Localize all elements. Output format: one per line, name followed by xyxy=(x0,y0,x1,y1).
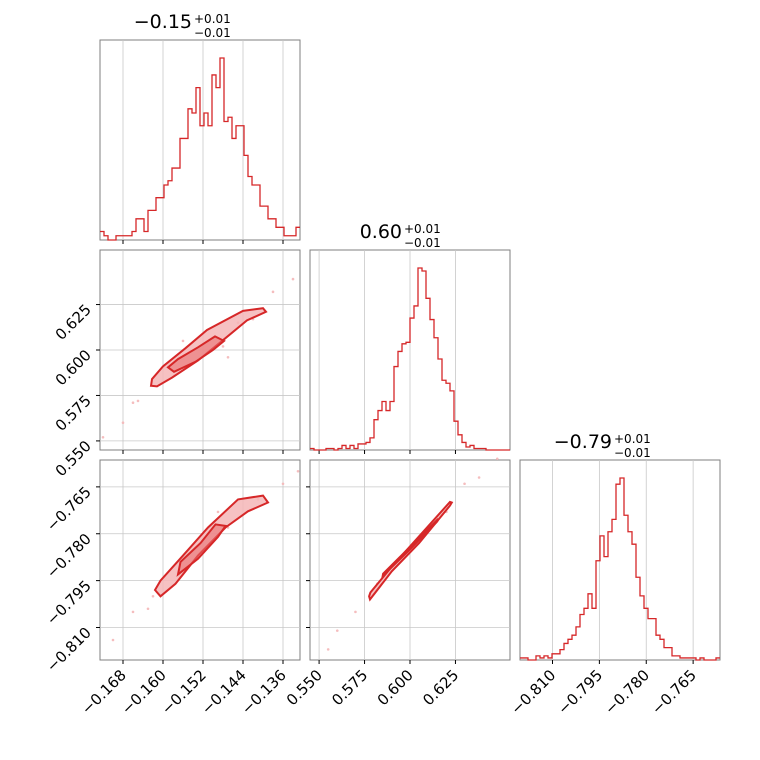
scatter-point xyxy=(495,457,499,461)
y-tick-label: −0.780 xyxy=(43,530,95,582)
histogram-step-line xyxy=(100,57,300,241)
scatter-point xyxy=(296,469,300,473)
parameter-title-lower-error: −0.01 xyxy=(404,236,441,250)
parameter-title: −0.79 xyxy=(554,431,612,453)
scatter-point xyxy=(291,277,295,281)
scatter-point xyxy=(326,648,330,651)
x-tick-label: −0.795 xyxy=(554,666,606,718)
x-tick-label: −0.780 xyxy=(601,666,653,718)
x-tick-label: −0.810 xyxy=(507,666,559,718)
x-tick-label: 0.600 xyxy=(374,666,417,709)
parameter-title-lower-error: −0.01 xyxy=(194,26,231,40)
x-tick-label: −0.765 xyxy=(648,666,700,718)
scatter-point xyxy=(271,290,275,294)
parameter-title: −0.15 xyxy=(134,11,192,33)
scatter-point xyxy=(221,345,225,348)
scatter-point xyxy=(335,629,339,632)
scatter-point xyxy=(281,482,285,486)
y-tick-label: −0.765 xyxy=(43,483,95,535)
scatter-point xyxy=(111,638,115,642)
parameter-title-upper-error: +0.01 xyxy=(194,12,231,26)
y-tick-label: 0.575 xyxy=(52,392,95,435)
parameter-title-upper-error: +0.01 xyxy=(614,432,651,446)
parameter-title-lower-error: −0.01 xyxy=(614,446,651,460)
scatter-point xyxy=(354,610,357,614)
histogram-panel xyxy=(519,459,721,661)
scatter-point xyxy=(146,607,150,611)
scatter-point xyxy=(121,421,125,425)
histogram-step-line xyxy=(310,267,510,451)
scatter-point xyxy=(101,435,105,439)
parameter-title: 0.60 xyxy=(360,221,402,243)
y-tick-label: −0.795 xyxy=(43,577,95,629)
scatter-point xyxy=(181,339,185,343)
scatter-point xyxy=(216,510,220,514)
x-tick-label: 0.550 xyxy=(283,666,326,709)
scatter-point xyxy=(136,399,140,403)
scatter-point xyxy=(151,594,155,598)
scatter-point xyxy=(477,476,481,479)
scatter-point xyxy=(131,401,135,405)
contour-inner xyxy=(176,523,228,577)
x-tick-label: 0.575 xyxy=(328,666,371,709)
y-tick-label: 0.550 xyxy=(52,437,95,480)
scatter-point xyxy=(226,355,230,359)
contour-inner xyxy=(166,335,226,373)
y-tick-label: 0.600 xyxy=(52,346,95,389)
y-tick-label: 0.625 xyxy=(52,301,95,344)
x-tick-label: −0.136 xyxy=(238,666,290,718)
scatter-point xyxy=(131,610,135,614)
histogram-panel xyxy=(99,39,301,241)
scatter-point xyxy=(463,482,466,486)
contour-inner xyxy=(381,518,440,579)
parameter-title-upper-error: +0.01 xyxy=(404,222,441,236)
y-tick-label: −0.810 xyxy=(43,624,95,676)
histogram-step-line xyxy=(520,477,720,661)
scatter-panel xyxy=(99,459,301,661)
x-tick-label: 0.625 xyxy=(419,666,462,709)
